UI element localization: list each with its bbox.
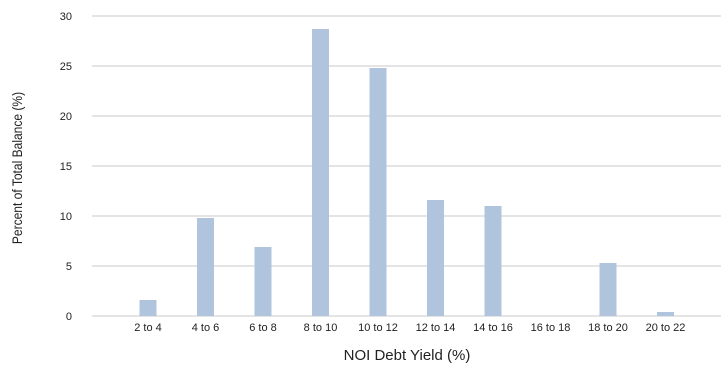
bar-10-to-12 bbox=[369, 68, 387, 316]
x-tick-label: 2 to 4 bbox=[134, 322, 162, 334]
x-tick-label: 14 to 16 bbox=[473, 322, 513, 334]
bars bbox=[139, 29, 674, 316]
gridlines bbox=[92, 15, 721, 317]
x-tick-label: 18 to 20 bbox=[588, 322, 628, 334]
bar-20-to-22 bbox=[657, 312, 674, 316]
x-tick-label: 16 to 18 bbox=[531, 322, 571, 334]
x-tick-label: 10 to 12 bbox=[358, 322, 398, 334]
x-axis-title: NOI Debt Yield (%) bbox=[344, 347, 471, 364]
bar-2-to-4 bbox=[139, 300, 157, 316]
bar-18-to-20 bbox=[599, 263, 617, 316]
y-tick-label: 10 bbox=[60, 211, 72, 223]
y-axis-title: Percent of Total Balance (%) bbox=[9, 92, 25, 244]
y-tick-label: 20 bbox=[60, 111, 72, 123]
x-tick-label: 6 to 8 bbox=[249, 322, 277, 334]
bar-14-to-16 bbox=[484, 206, 502, 316]
bar-6-to-8 bbox=[254, 247, 272, 316]
y-tick-label: 25 bbox=[60, 61, 72, 73]
y-tick-labels: 0 5 10 15 20 25 30 bbox=[60, 11, 72, 323]
x-tick-label: 12 to 14 bbox=[416, 322, 456, 334]
x-tick-label: 4 to 6 bbox=[192, 322, 220, 334]
y-tick-label: 0 bbox=[66, 311, 72, 323]
y-tick-label: 5 bbox=[66, 261, 72, 273]
y-tick-label: 15 bbox=[60, 161, 72, 173]
y-tick-label: 30 bbox=[60, 11, 72, 23]
bar-8-to-10 bbox=[312, 29, 329, 316]
bar-12-to-14 bbox=[427, 200, 444, 316]
x-tick-label: 20 to 22 bbox=[646, 322, 686, 334]
bar-4-to-6 bbox=[197, 218, 214, 316]
x-tick-labels: 2 to 4 4 to 6 6 to 8 8 to 10 10 to 12 12 to 1… bbox=[134, 322, 685, 334]
x-tick-label: 8 to 10 bbox=[304, 322, 338, 334]
